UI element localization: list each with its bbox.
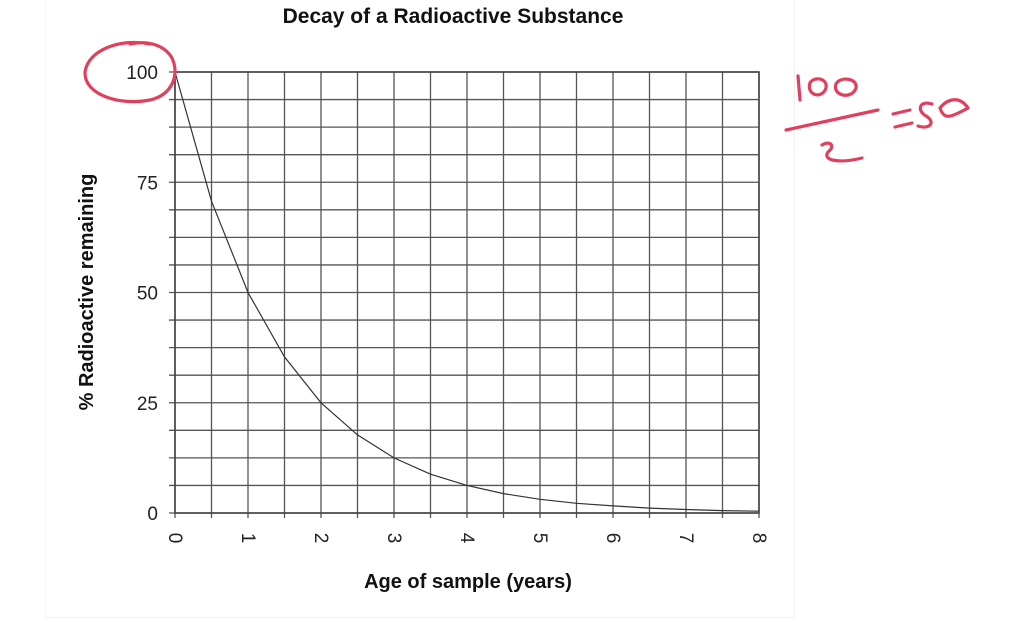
- x-axis-label: Age of sample (years): [364, 571, 572, 593]
- circle-around-100: [83, 40, 177, 104]
- x-tick-label: 0: [164, 533, 185, 544]
- tick-labels: 0 25 50 75 100 0 1 2 3 4 5 6 7 8: [126, 63, 769, 544]
- x-tick-label: 2: [310, 533, 331, 544]
- x-tick-label: 6: [602, 533, 623, 544]
- y-tick-label: 25: [137, 394, 158, 415]
- plot-border: [174, 71, 760, 514]
- y-tick-label: 100: [126, 63, 158, 84]
- y-tick-label: 0: [147, 504, 158, 525]
- handwritten-annotation: [83, 40, 970, 163]
- x-tick-label: 1: [237, 533, 258, 544]
- x-tick-label: 7: [675, 533, 696, 544]
- y-tick-label: 50: [137, 284, 158, 305]
- decay-curve: [174, 71, 760, 512]
- grid: [169, 71, 760, 518]
- x-tick-label: 3: [383, 533, 404, 544]
- chart-title: Decay of a Radioactive Substance: [283, 5, 624, 28]
- chart-sheet: [45, 0, 795, 618]
- x-tick-label: 4: [456, 533, 477, 544]
- y-tick-label: 75: [137, 173, 158, 194]
- y-axis-label: % Radioactive remaining: [76, 174, 98, 411]
- x-tick-label: 8: [748, 533, 769, 544]
- handwritten-fraction: [784, 74, 970, 163]
- x-tick-label: 5: [529, 533, 550, 544]
